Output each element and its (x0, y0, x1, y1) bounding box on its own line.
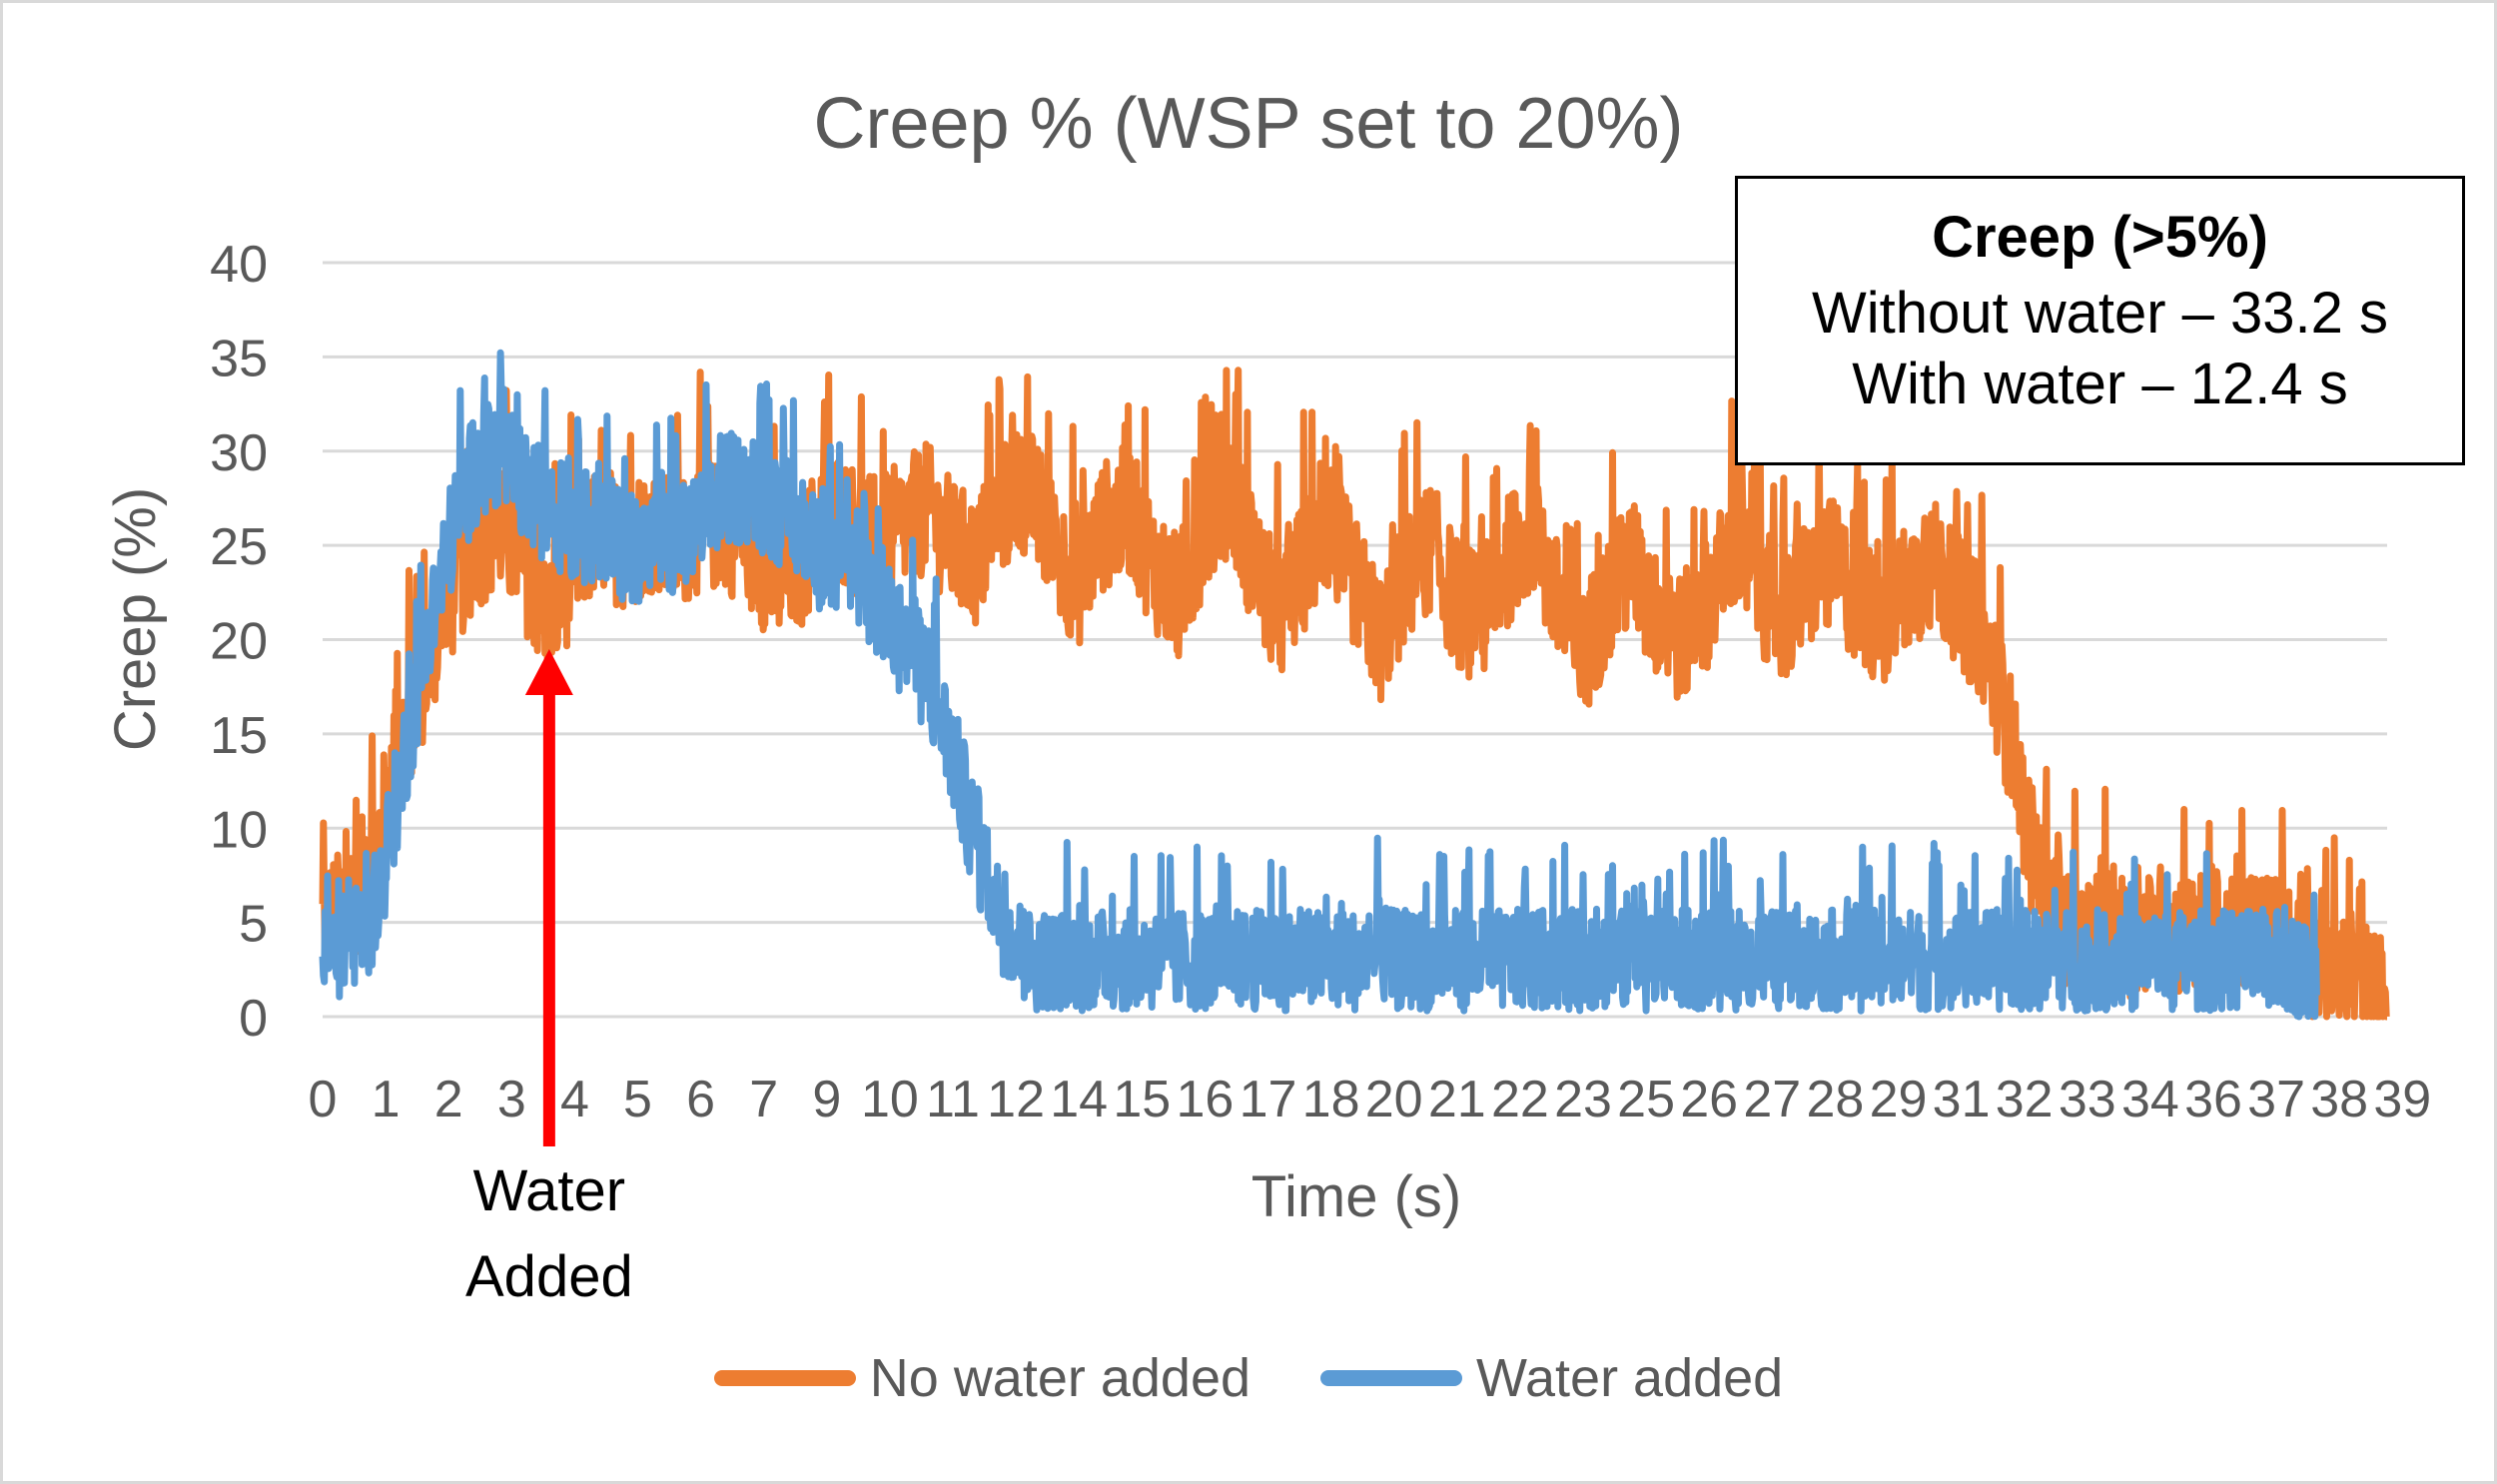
x-tick-label: 21 (1428, 1071, 1486, 1128)
x-tick-label: 33 (2059, 1071, 2116, 1128)
x-tick-label: 39 (2373, 1071, 2431, 1128)
y-tick-label: 10 (210, 801, 268, 859)
series-line-1 (319, 349, 2320, 1021)
y-tick-label: 25 (210, 518, 268, 576)
info-box-title: Creep (>5%) (1932, 205, 2268, 270)
x-tick-label: 23 (1554, 1071, 1612, 1128)
annotation-label-line1: Water (472, 1158, 626, 1223)
y-axis-label: Creep (%) (103, 487, 168, 751)
series-layer (319, 349, 2390, 1021)
y-tick-label: 35 (210, 330, 268, 387)
y-tick-label: 15 (210, 707, 268, 765)
x-tick-label: 9 (812, 1071, 841, 1128)
x-tick-label: 15 (1113, 1071, 1171, 1128)
x-tick-label: 31 (1933, 1071, 1991, 1128)
x-tick-label: 5 (623, 1071, 652, 1128)
y-axis-ticks: 0 5 10 15 20 25 30 35 40 (210, 236, 268, 1048)
x-tick-label: 14 (1050, 1071, 1108, 1128)
x-tick-label: 0 (309, 1071, 338, 1128)
x-tick-label: 7 (749, 1071, 778, 1128)
x-tick-label: 4 (560, 1071, 589, 1128)
legend-swatch-no-water (713, 1370, 856, 1386)
legend-item-no-water: No water added (713, 1347, 1251, 1409)
legend-item-water: Water added (1320, 1347, 1783, 1409)
annotation-label-line2: Added (465, 1244, 633, 1309)
annotation-label: Water Added (400, 1148, 699, 1320)
annotation-arrow-head (524, 648, 573, 695)
legend-label-no-water: No water added (869, 1348, 1251, 1408)
water-added-annotation (524, 648, 573, 1146)
x-tick-label: 37 (2247, 1071, 2305, 1128)
x-tick-label: 38 (2310, 1071, 2368, 1128)
x-tick-label: 10 (861, 1071, 919, 1128)
info-box-without-water: Without water – 33.2 s (1811, 281, 2389, 346)
x-tick-label: 29 (1870, 1071, 1928, 1128)
x-tick-label: 22 (1491, 1071, 1549, 1128)
x-tick-label: 26 (1680, 1071, 1738, 1128)
x-tick-label: 6 (686, 1071, 715, 1128)
chart-title: Creep % (WSP set to 20%) (814, 84, 1684, 164)
info-box-with-water: With water – 12.4 s (1852, 352, 2348, 416)
x-axis-ticks: 0 1 2 3 4 5 6 7 9 10 11 12 14 15 16 17 18 20 21 22 23 25 26 27 2… (309, 1071, 2432, 1128)
x-tick-label: 36 (2184, 1071, 2242, 1128)
x-tick-label: 18 (1302, 1071, 1360, 1128)
y-tick-label: 5 (239, 896, 268, 954)
x-tick-label: 20 (1365, 1071, 1423, 1128)
legend-swatch-water (1320, 1370, 1463, 1386)
x-tick-label: 32 (1996, 1071, 2054, 1128)
x-tick-label: 12 (987, 1071, 1045, 1128)
legend-label-water: Water added (1476, 1348, 1784, 1408)
x-axis-label: Time (s) (1251, 1164, 1461, 1229)
x-tick-label: 16 (1176, 1071, 1234, 1128)
x-tick-label: 11 (926, 1071, 980, 1128)
y-tick-label: 30 (210, 424, 268, 482)
x-tick-label: 25 (1617, 1071, 1675, 1128)
x-tick-label: 28 (1806, 1071, 1864, 1128)
x-tick-label: 2 (434, 1071, 463, 1128)
creep-info-box: Creep (>5%) Without water – 33.2 s With … (1735, 176, 2465, 465)
x-tick-label: 17 (1240, 1071, 1297, 1128)
y-tick-label: 20 (210, 613, 268, 671)
x-tick-label: 34 (2121, 1071, 2179, 1128)
x-tick-label: 27 (1743, 1071, 1801, 1128)
y-tick-label: 0 (239, 990, 268, 1048)
x-tick-label: 1 (372, 1071, 401, 1128)
x-tick-label: 3 (497, 1071, 526, 1128)
legend: No water added Water added (0, 1338, 2497, 1418)
y-tick-label: 40 (210, 236, 268, 294)
